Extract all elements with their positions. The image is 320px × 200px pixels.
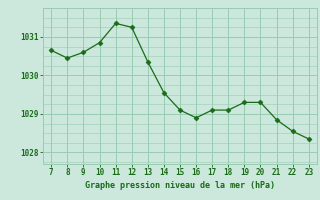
X-axis label: Graphe pression niveau de la mer (hPa): Graphe pression niveau de la mer (hPa) — [85, 181, 275, 190]
